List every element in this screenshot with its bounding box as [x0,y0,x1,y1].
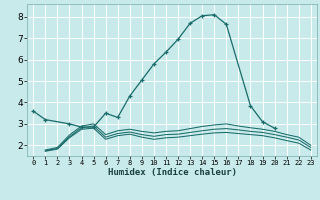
X-axis label: Humidex (Indice chaleur): Humidex (Indice chaleur) [108,168,236,177]
